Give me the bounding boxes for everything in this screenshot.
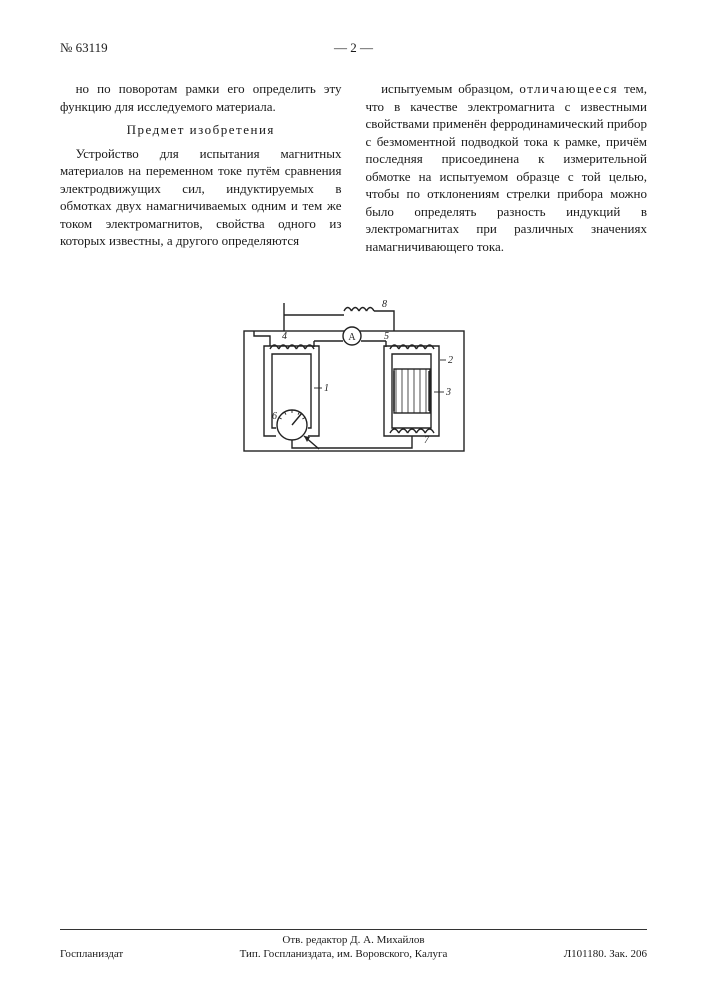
section-heading: Предмет изобретения xyxy=(60,121,342,139)
publisher-center: Тип. Госпланиздата, им. Воровского, Калу… xyxy=(240,948,448,960)
svg-text:8: 8 xyxy=(382,299,387,310)
svg-text:2: 2 xyxy=(448,355,453,366)
right-column: испытуемым образцом, отличающееся тем, ч… xyxy=(366,80,648,261)
text: тем, что в качестве электромагнита с изв… xyxy=(366,81,648,254)
paragraph: но по поворотам рамки его определить эту… xyxy=(60,80,342,115)
editor-line: Отв. редактор Д. А. Михайлов xyxy=(60,934,647,946)
order-number: Л101180. Зак. 206 xyxy=(564,948,647,960)
publisher-left: Госпланиздат xyxy=(60,948,123,960)
svg-text:5: 5 xyxy=(384,331,389,342)
paragraph: испытуемым образцом, отличающееся тем, ч… xyxy=(366,80,648,255)
circuit-diagram: А12345678 xyxy=(224,291,484,471)
text: испытуемым образцом, xyxy=(381,81,519,96)
paragraph: Устройство для испытания магнитных матер… xyxy=(60,145,342,250)
svg-text:3: 3 xyxy=(445,387,451,398)
publisher-line: Госпланиздат Тип. Госпланиздата, им. Вор… xyxy=(60,948,647,960)
left-column: но по поворотам рамки его определить эту… xyxy=(60,80,342,261)
text-columns: но по поворотам рамки его определить эту… xyxy=(60,80,647,261)
divider xyxy=(60,929,647,930)
page-footer: Отв. редактор Д. А. Михайлов Госпланизда… xyxy=(60,929,647,960)
svg-text:А: А xyxy=(348,332,356,343)
svg-text:4: 4 xyxy=(282,331,287,342)
page: № 63119 — 2 — но по поворотам рамки его … xyxy=(0,0,707,1000)
page-header: № 63119 — 2 — xyxy=(60,40,647,56)
doc-number: № 63119 xyxy=(60,40,256,56)
emphasis: отличающееся xyxy=(519,81,618,96)
svg-text:1: 1 xyxy=(324,383,329,394)
page-number: — 2 — xyxy=(256,40,452,56)
svg-text:6: 6 xyxy=(272,411,277,422)
